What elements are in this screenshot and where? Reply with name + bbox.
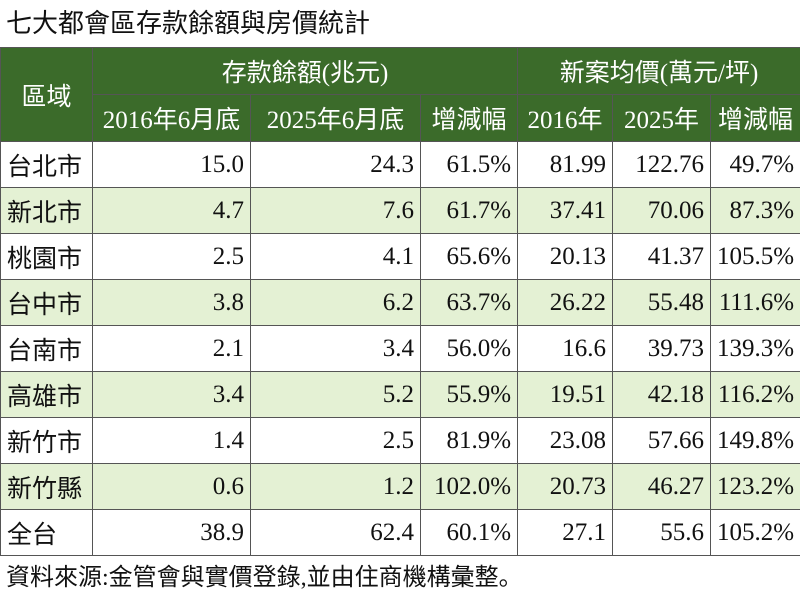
value-cell: 149.8% <box>710 417 800 464</box>
value-cell: 55.48 <box>612 279 712 326</box>
value-cell: 139.3% <box>710 325 800 372</box>
value-cell: 3.4 <box>92 371 251 418</box>
table-body: 台北市 15.0 24.3 61.5% 81.99 122.76 49.7% 新北市 4.7 7.… <box>0 141 800 556</box>
region-header: 區域 <box>0 47 93 142</box>
value-cell: 2.1 <box>92 325 251 372</box>
value-cell: 105.2% <box>710 509 800 556</box>
table-row: 桃園市 2.5 4.1 65.6% 20.13 41.37 105.5% <box>0 233 800 280</box>
value-cell: 61.7% <box>419 187 519 234</box>
source-note: 資料來源:金管會與實價登錄,並由住商機構彙整。 <box>6 565 523 591</box>
value-cell: 60.1% <box>419 509 519 556</box>
table-row: 台中市 3.8 6.2 63.7% 26.22 55.48 111.6% <box>0 279 800 326</box>
table-row: 全台 38.9 62.4 60.1% 27.1 55.6 105.2% <box>0 509 800 556</box>
region-cell: 新竹市 <box>0 417 93 464</box>
group-header: 新案均價(萬元/坪) <box>517 47 800 95</box>
value-cell: 123.2% <box>710 463 800 510</box>
value-cell: 81.99 <box>517 141 614 188</box>
value-cell: 65.6% <box>419 233 519 280</box>
value-cell: 55.6 <box>612 509 712 556</box>
value-cell: 5.2 <box>250 371 421 418</box>
table-row: 新北市 4.7 7.6 61.7% 37.41 70.06 87.3% <box>0 187 800 234</box>
table-row: 高雄市 3.4 5.2 55.9% 19.51 42.18 116.2% <box>0 371 800 418</box>
value-cell: 55.9% <box>419 371 519 418</box>
value-cell: 7.6 <box>250 187 421 234</box>
value-cell: 56.0% <box>419 325 519 372</box>
value-cell: 39.73 <box>612 325 712 372</box>
value-cell: 70.06 <box>612 187 712 234</box>
value-cell: 42.18 <box>612 371 712 418</box>
value-cell: 81.9% <box>419 417 519 464</box>
value-cell: 41.37 <box>612 233 712 280</box>
value-cell: 1.4 <box>92 417 251 464</box>
value-cell: 46.27 <box>612 463 712 510</box>
value-cell: 87.3% <box>710 187 800 234</box>
value-cell: 38.9 <box>92 509 251 556</box>
value-cell: 0.6 <box>92 463 251 510</box>
value-cell: 6.2 <box>250 279 421 326</box>
value-cell: 62.4 <box>250 509 421 556</box>
table-row: 新竹市 1.4 2.5 81.9% 23.08 57.66 149.8% <box>0 417 800 464</box>
table-row: 新竹縣 0.6 1.2 102.0% 20.73 46.27 123.2% <box>0 463 800 510</box>
region-cell: 新竹縣 <box>0 463 93 510</box>
group-header: 存款餘額(兆元) <box>91 47 519 95</box>
value-cell: 116.2% <box>710 371 800 418</box>
data-table: 區域 存款餘額(兆元) 新案均價(萬元/坪) 2016年6月底 2025年6月底增… <box>0 47 800 556</box>
value-cell: 57.66 <box>612 417 712 464</box>
region-cell: 台南市 <box>0 325 93 372</box>
region-cell: 桃園市 <box>0 233 93 280</box>
region-cell: 全台 <box>0 509 93 556</box>
value-cell: 15.0 <box>92 141 251 188</box>
value-cell: 49.7% <box>710 141 800 188</box>
value-cell: 102.0% <box>419 463 519 510</box>
value-cell: 63.7% <box>419 279 519 326</box>
value-cell: 37.41 <box>517 187 614 234</box>
value-cell: 111.6% <box>710 279 800 326</box>
value-cell: 4.1 <box>250 233 421 280</box>
region-cell: 新北市 <box>0 187 93 234</box>
value-cell: 23.08 <box>517 417 614 464</box>
value-cell: 20.73 <box>517 463 614 510</box>
table-row: 台南市 2.1 3.4 56.0% 16.6 39.73 139.3% <box>0 325 800 372</box>
column-header: 2016年 <box>517 94 614 142</box>
value-cell: 61.5% <box>419 141 519 188</box>
title: 七大都會區存款餘額與房價統計 <box>6 9 371 38</box>
value-cell: 1.2 <box>250 463 421 510</box>
region-cell: 高雄市 <box>0 371 93 418</box>
value-cell: 105.5% <box>710 233 800 280</box>
column-header: 2016年6月底 <box>92 94 251 142</box>
region-cell: 台中市 <box>0 279 93 326</box>
value-cell: 4.7 <box>92 187 251 234</box>
value-cell: 2.5 <box>250 417 421 464</box>
value-cell: 26.22 <box>517 279 614 326</box>
header-row: 區域 存款餘額(兆元) 新案均價(萬元/坪) <box>0 47 800 142</box>
value-cell: 19.51 <box>517 371 614 418</box>
value-cell: 2.5 <box>92 233 251 280</box>
value-cell: 24.3 <box>250 141 421 188</box>
value-cell: 3.8 <box>92 279 251 326</box>
table-row: 台北市 15.0 24.3 61.5% 81.99 122.76 49.7% <box>0 141 800 188</box>
region-cell: 台北市 <box>0 141 93 188</box>
value-cell: 16.6 <box>517 325 614 372</box>
column-header: 增減幅 <box>710 94 800 142</box>
value-cell: 20.13 <box>517 233 614 280</box>
column-header: 增減幅 <box>419 94 519 142</box>
table-head: 區域 存款餘額(兆元) 新案均價(萬元/坪) 2016年6月底 2025年6月底增… <box>0 47 800 142</box>
value-cell: 3.4 <box>250 325 421 372</box>
column-header: 2025年 <box>612 94 712 142</box>
subheader-row: 2016年6月底 2025年6月底 增減幅 2016年 2025年 增減幅 <box>1 94 800 142</box>
value-cell: 122.76 <box>612 141 712 188</box>
value-cell: 27.1 <box>517 509 614 556</box>
column-header: 2025年6月底 <box>250 94 421 142</box>
